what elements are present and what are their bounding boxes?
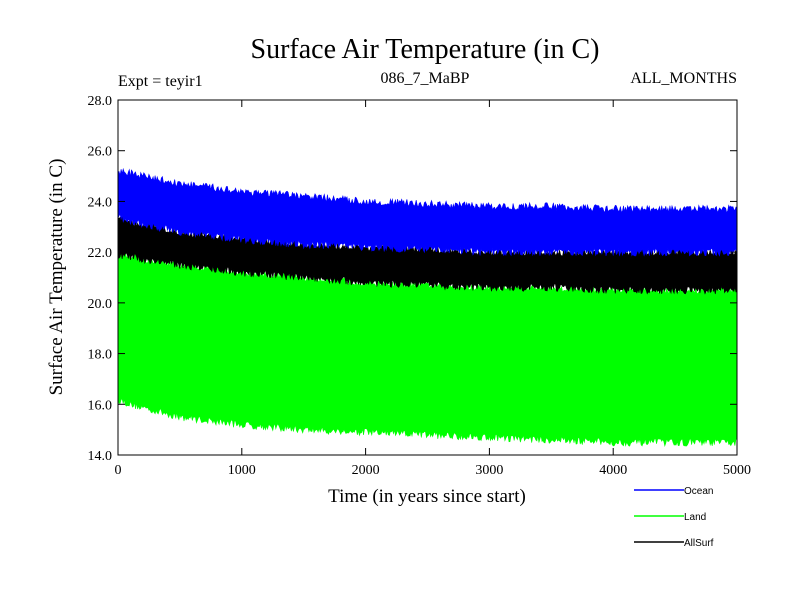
chart-subtitle-center: 086_7_MaBP	[381, 70, 470, 87]
legend-label-land: Land	[684, 512, 706, 523]
x-tick-label: 1000	[228, 463, 256, 478]
chart-subtitle-left: Expt = teyir1	[118, 73, 203, 90]
y-tick-label: 18.0	[88, 348, 113, 363]
axes-layer: 0 1000 2000 3000 4000 5000 14.0 16.0 18.0 20.0 22.…	[88, 94, 752, 478]
x-tick-label: 3000	[475, 463, 503, 478]
y-axis-label: Surface Air Temperature (in C)	[46, 159, 67, 396]
x-axis-label: Time (in years since start)	[328, 486, 526, 507]
y-tick-label: 20.0	[88, 297, 113, 312]
y-tick-label: 14.0	[88, 449, 113, 464]
x-tick-label: 5000	[723, 463, 751, 478]
legend: Ocean Land AllSurf	[634, 486, 714, 549]
y-tick-label: 26.0	[88, 145, 113, 160]
series-layer	[117, 167, 738, 447]
x-tick-label: 0	[115, 463, 122, 478]
legend-label-ocean: Ocean	[684, 486, 713, 497]
plot-frame	[117, 99, 738, 456]
legend-label-allsurf: AllSurf	[684, 538, 714, 549]
x-tick-label: 4000	[599, 463, 627, 478]
y-tick-label: 24.0	[88, 195, 113, 210]
y-tick-label: 28.0	[88, 94, 113, 109]
chart-title: Surface Air Temperature (in C)	[251, 34, 600, 65]
x-tick-label: 2000	[352, 463, 380, 478]
y-tick-label: 22.0	[88, 246, 113, 261]
chart-subtitle-right: ALL_MONTHS	[630, 70, 737, 87]
y-tick-label: 16.0	[88, 398, 113, 413]
